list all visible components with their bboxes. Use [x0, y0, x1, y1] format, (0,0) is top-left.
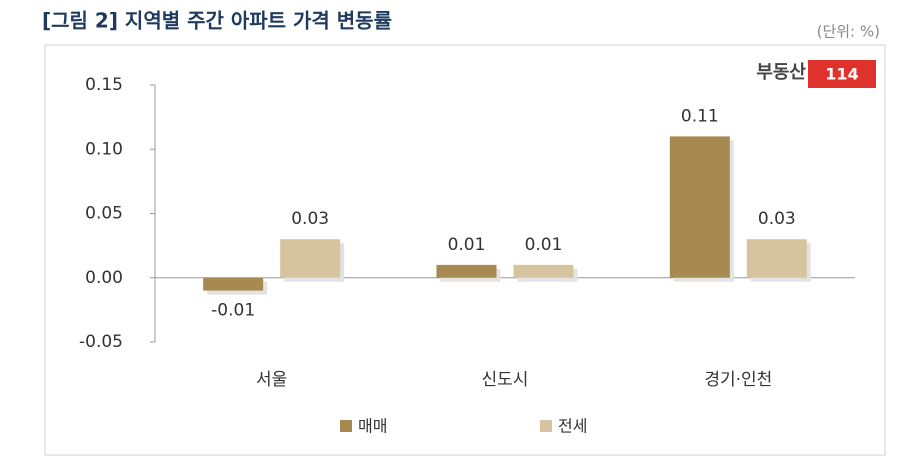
x-tick-label: 서울: [256, 370, 287, 390]
value-label: -0.01: [211, 301, 255, 321]
bar: [436, 264, 497, 278]
logo-box: [808, 60, 876, 88]
logo-number: 114: [825, 65, 858, 84]
y-tick-label: -0.05: [79, 332, 123, 352]
bar: [513, 264, 574, 278]
y-tick-label: 0.10: [85, 139, 123, 159]
legend-label: 전세: [558, 417, 587, 436]
x-tick-label: 신도시: [482, 370, 529, 390]
value-label: 0.11: [681, 106, 719, 126]
x-tick-label: 경기·인천: [704, 370, 772, 390]
y-tick-label: 0.15: [85, 75, 123, 95]
value-label: 0.01: [525, 235, 563, 255]
value-label: 0.01: [448, 235, 486, 255]
unit-label: (단위: %): [817, 23, 880, 41]
value-label: 0.03: [758, 209, 796, 229]
bar: [746, 239, 807, 278]
y-tick-label: 0.05: [85, 204, 123, 224]
bar: [669, 136, 730, 278]
legend-swatch: [340, 420, 352, 432]
y-tick-label: 0.00: [85, 268, 123, 288]
bar: [203, 277, 264, 291]
legend-swatch: [540, 420, 552, 432]
bar: [280, 239, 341, 278]
logo-text: 부동산: [756, 62, 806, 83]
legend-label: 매매: [358, 417, 387, 436]
chart-title: [그림 2] 지역별 주간 아파트 가격 변동률: [42, 9, 392, 33]
value-label: 0.03: [291, 209, 329, 229]
plot-frame: [44, 44, 886, 456]
